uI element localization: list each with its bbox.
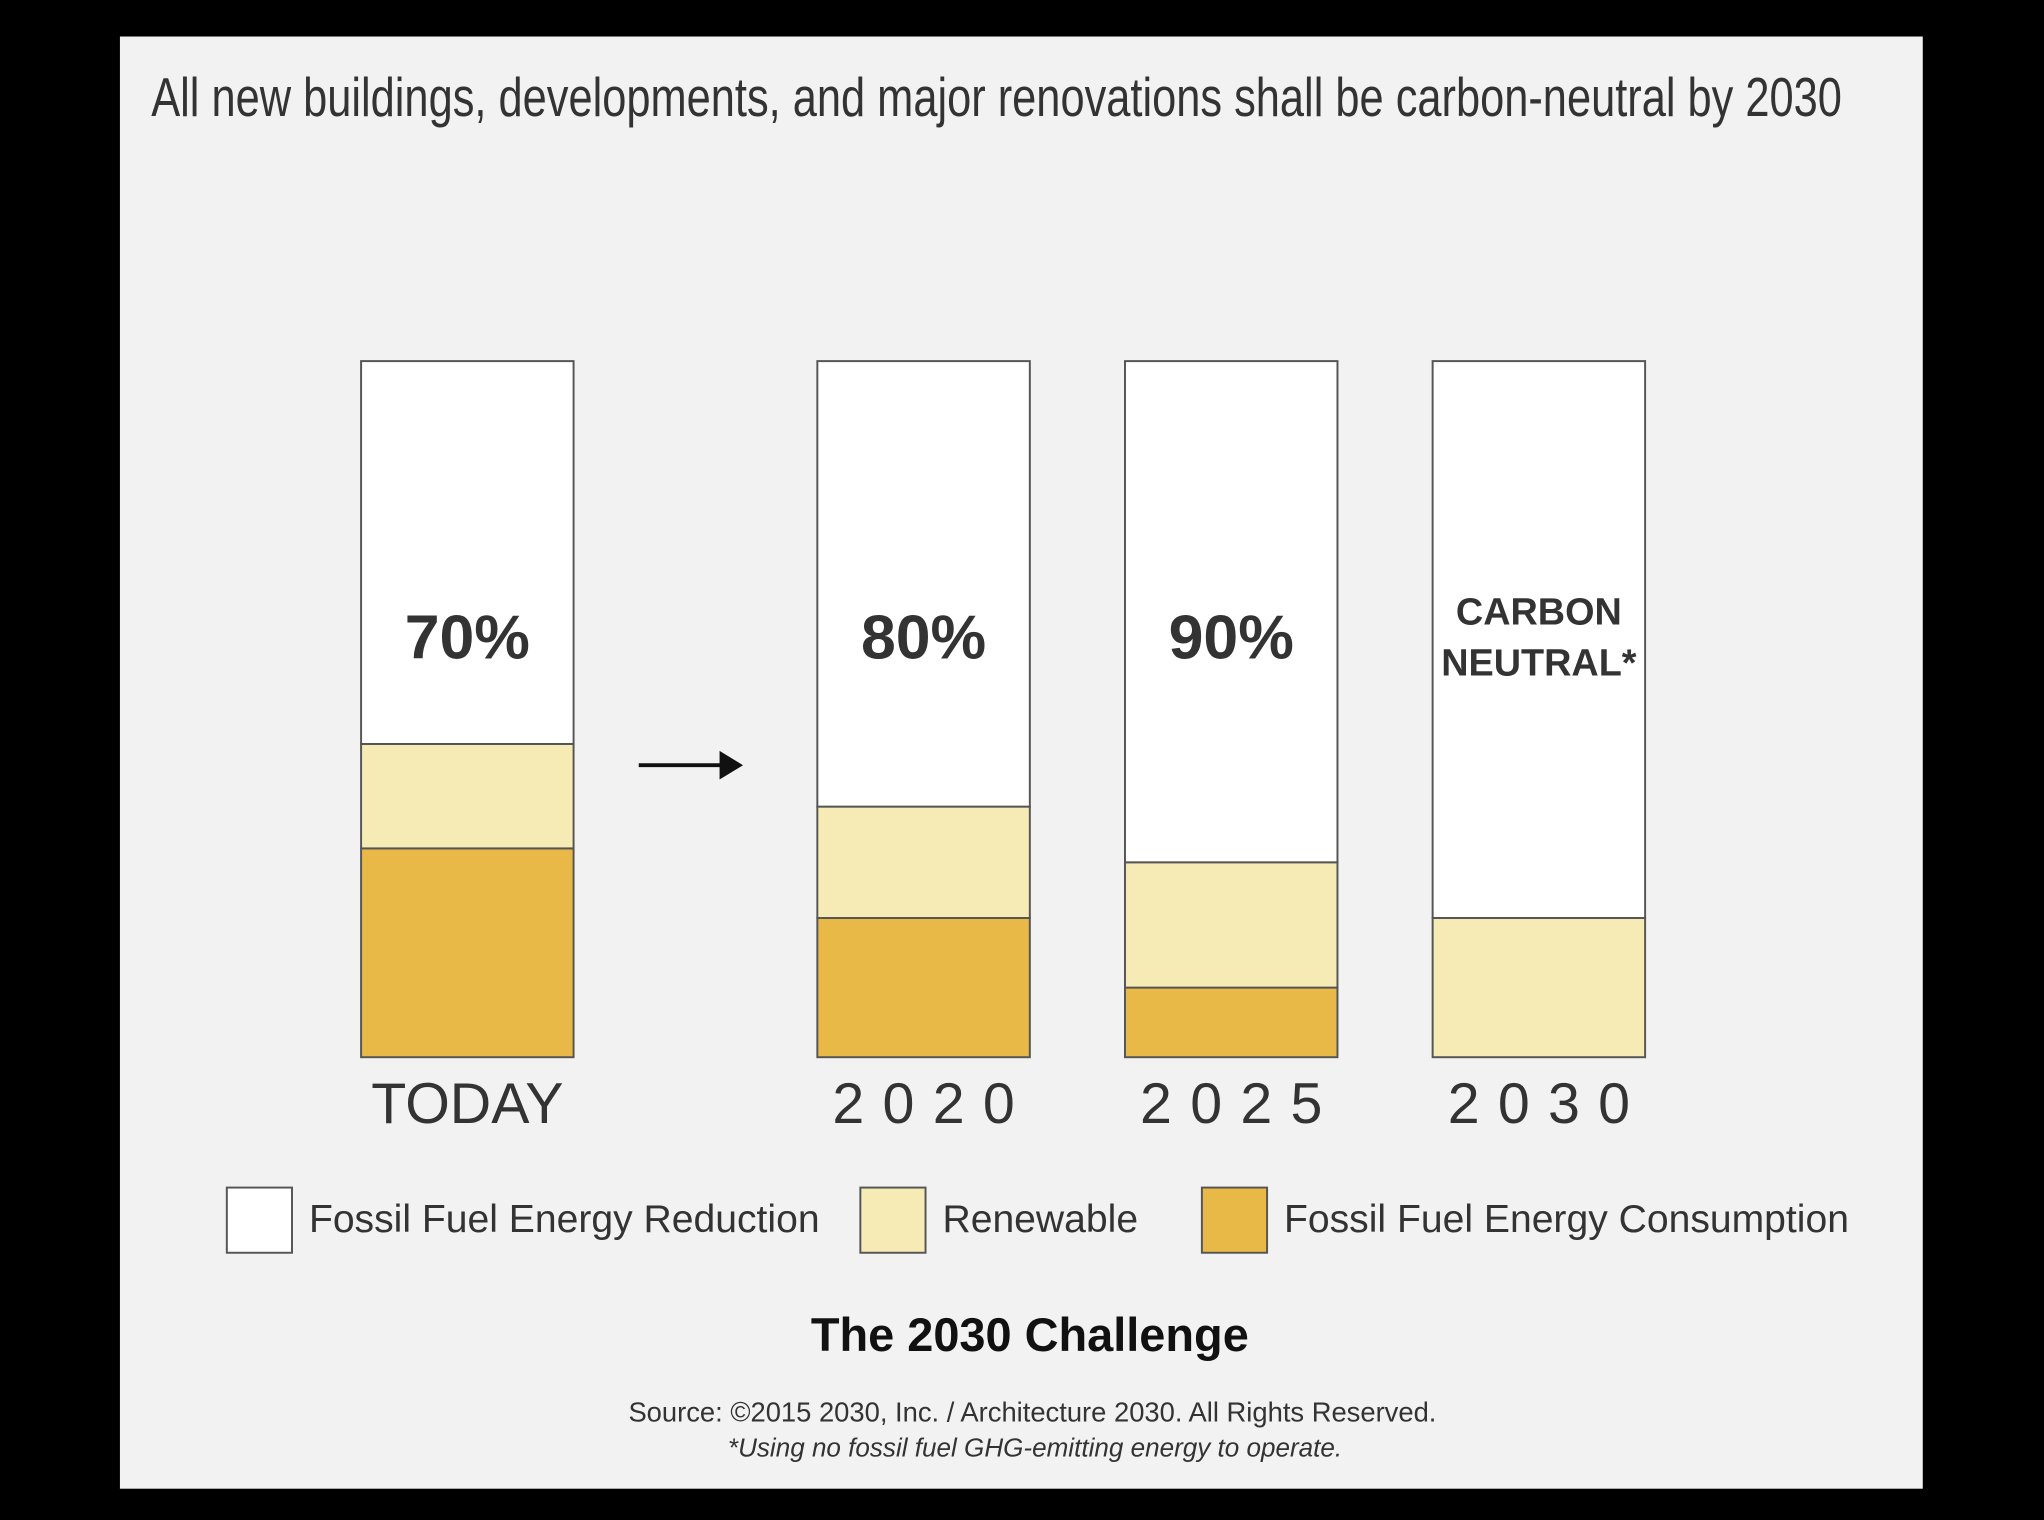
source: Source: ©2015 2030, Inc. / Architecture …	[628, 1397, 1436, 1428]
bar-segment	[816, 805, 1031, 919]
legend-swatch	[225, 1186, 293, 1254]
bar-segment	[360, 360, 575, 745]
bar-label: 70%	[404, 603, 530, 673]
arrow-head	[719, 750, 744, 780]
footer-title: The 2030 Challenge	[811, 1309, 1249, 1361]
chart-title: All new buildings, developments, and maj…	[151, 66, 1842, 128]
bar-segment	[1431, 360, 1647, 919]
arrow	[638, 750, 744, 780]
footnote: *Using no fossil fuel GHG-emitting energ…	[728, 1432, 1342, 1462]
bar-label-box: 70%	[404, 603, 530, 673]
bar-segment	[360, 847, 575, 1059]
bar-label-box: 90%	[1168, 603, 1294, 673]
bar-segment	[360, 742, 575, 850]
x-tick-label: 2020	[832, 1072, 1033, 1136]
bar-segment	[1124, 360, 1339, 864]
bar-label: CARBON NEUTRAL*	[1441, 591, 1637, 685]
bar-segment	[816, 917, 1031, 1059]
x-tick-label: 2025	[1140, 1072, 1341, 1136]
bar-label-box: CARBON NEUTRAL*	[1441, 591, 1637, 685]
bar-segment	[816, 360, 1031, 808]
legend-label: Renewable	[942, 1198, 1138, 1241]
x-tick-label: TODAY	[371, 1072, 563, 1136]
bar-segment	[1124, 861, 1339, 989]
legend-swatch	[1200, 1186, 1269, 1254]
bar-label: 80%	[860, 603, 987, 673]
legend-swatch	[859, 1186, 927, 1254]
bar-segment	[1431, 917, 1647, 1059]
bar-label: 90%	[1168, 603, 1294, 673]
legend-label: Fossil Fuel Energy Reduction	[309, 1198, 820, 1241]
x-tick-label: 2030	[1448, 1072, 1649, 1136]
legend-label: Fossil Fuel Energy Consumption	[1284, 1198, 1849, 1241]
bar-segment	[1124, 986, 1339, 1059]
bar-label-box: 80%	[860, 603, 987, 673]
